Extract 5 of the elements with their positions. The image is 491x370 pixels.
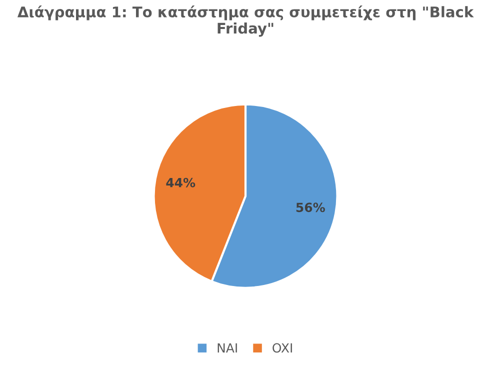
legend-label: NAI <box>218 343 237 352</box>
legend-label: OXI <box>272 343 292 353</box>
data-label: 44% <box>166 178 196 188</box>
chart-title: Διάγραμμα 1: Το κατάστημα σας συμμετείχε στη "Black Friday" <box>17 6 474 37</box>
data-label: 56% <box>296 202 325 212</box>
